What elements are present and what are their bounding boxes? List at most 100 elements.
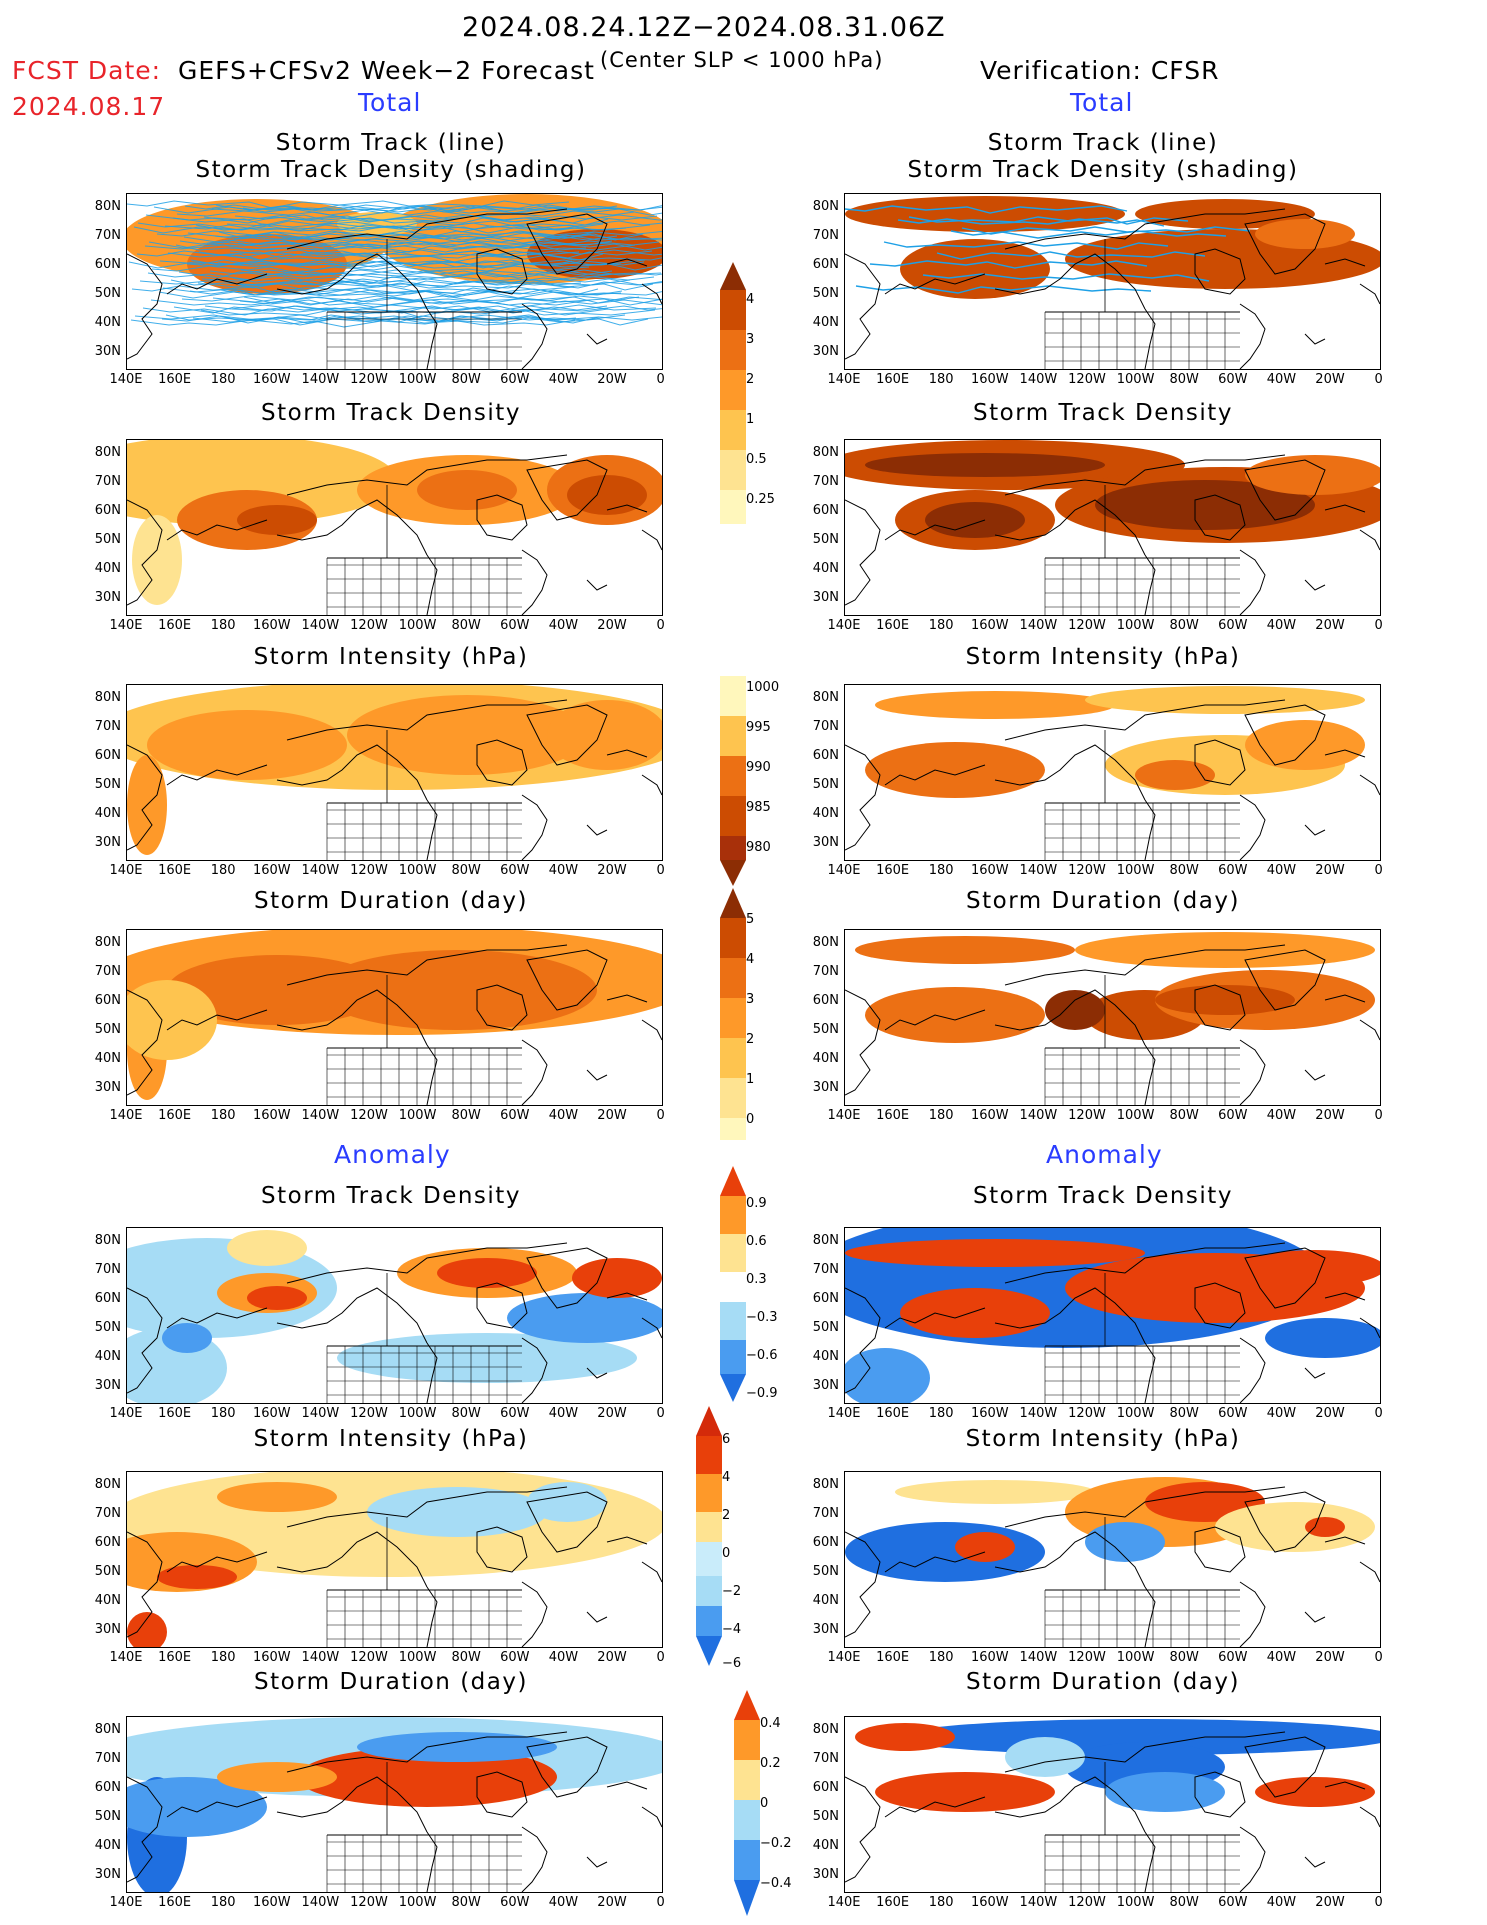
- map-intensity-verif: [844, 684, 1381, 861]
- lon-tick-label: 0: [1374, 1406, 1383, 1421]
- lat-tick-label: 30N: [94, 1080, 121, 1095]
- lon-tick-label: 120W: [1068, 1406, 1106, 1421]
- panel-title-duration-left: Storm Duration (day): [254, 888, 528, 914]
- cbar-label: −6: [722, 1656, 742, 1671]
- lon-tick-label: 40W: [548, 618, 579, 633]
- lon-tick-label: 140E: [109, 372, 143, 387]
- panel-title-anom-duration-right: Storm Duration (day): [966, 1669, 1240, 1695]
- lat-tick-label: 60N: [812, 1535, 839, 1550]
- lon-tick-label: 40W: [1266, 863, 1297, 878]
- shaded-region: [875, 691, 1115, 719]
- map-canvas: [845, 1477, 1380, 1647]
- lon-tick-label: 0: [656, 1895, 665, 1910]
- lon-tick-label: 140E: [827, 1650, 861, 1665]
- lon-tick-label: 180: [928, 1650, 954, 1665]
- shaded-region: [865, 453, 1105, 477]
- lon-tick-label: 40W: [1266, 372, 1297, 387]
- shaded-region: [900, 1288, 1050, 1338]
- lon-tick-label: 0: [1374, 372, 1383, 387]
- lat-tick-label: 50N: [94, 1564, 121, 1579]
- shaded-region: [1245, 455, 1380, 495]
- lon-tick-label: 80W: [451, 1650, 481, 1665]
- lat-tick-label: 30N: [812, 590, 839, 605]
- lon-tick-label: 160E: [158, 372, 192, 387]
- date-range-title: 2024.08.24.12Z−2024.08.31.06Z: [462, 12, 946, 43]
- lon-tick-label: 140W: [301, 618, 340, 633]
- lon-tick-label: 140W: [301, 372, 340, 387]
- cbar-label: 6: [722, 1432, 731, 1447]
- lon-tick-label: 80W: [451, 618, 481, 633]
- shaded-region: [157, 1565, 237, 1589]
- lat-tick-label: 70N: [94, 719, 121, 734]
- panel-title-track-line-left: Storm Track (line): [275, 130, 507, 156]
- lon-tick-label: 0: [1374, 863, 1383, 878]
- shaded-region: [132, 515, 182, 605]
- map-canvas: [127, 1230, 662, 1403]
- shaded-region: [1265, 1318, 1380, 1358]
- lat-tick-label: 30N: [812, 344, 839, 359]
- colorbar-density-anomaly: [720, 1166, 746, 1402]
- panel-title-anom-density-left: Storm Track Density: [261, 1183, 521, 1209]
- cbar-label: 2: [722, 1508, 731, 1523]
- panel-title-density-right: Storm Track Density: [973, 400, 1233, 426]
- cbar-label: 0: [760, 1796, 769, 1811]
- lon-tick-label: 160W: [970, 863, 1009, 878]
- lat-tick-label: 70N: [812, 964, 839, 979]
- lon-tick-label: 60W: [1218, 618, 1248, 633]
- lon-tick-label: 100W: [398, 863, 437, 878]
- shaded-region: [845, 1239, 1145, 1267]
- total-left-label: Total: [358, 88, 422, 117]
- lat-tick-label: 50N: [812, 777, 839, 792]
- shaded-region: [955, 1532, 1015, 1562]
- cbar-label: −0.6: [746, 1348, 778, 1363]
- shaded-region: [547, 700, 662, 770]
- lat-tick-label: 70N: [94, 1506, 121, 1521]
- lat-tick-label: 30N: [94, 835, 121, 850]
- lat-tick-label: 30N: [812, 1378, 839, 1393]
- lat-tick-label: 80N: [94, 935, 121, 950]
- lon-tick-label: 60W: [500, 1406, 530, 1421]
- lat-tick-label: 50N: [94, 777, 121, 792]
- lon-tick-label: 160W: [252, 618, 291, 633]
- shaded-region: [437, 1258, 537, 1288]
- lat-tick-label: 40N: [812, 1051, 839, 1066]
- map-canvas: [127, 930, 662, 1105]
- map-canvas: [845, 196, 1380, 369]
- lat-tick-label: 70N: [812, 1262, 839, 1277]
- cbar-label: 0.3: [746, 1272, 767, 1287]
- lon-tick-label: 100W: [398, 1895, 437, 1910]
- criterion-label: (Center SLP < 1000 hPa): [600, 48, 884, 72]
- lon-tick-label: 160E: [876, 1108, 910, 1123]
- lon-tick-label: 40W: [548, 1650, 579, 1665]
- lon-tick-label: 140W: [301, 1895, 340, 1910]
- lon-tick-label: 80W: [451, 1108, 481, 1123]
- cbar-label: 3: [746, 992, 755, 1007]
- lat-tick-label: 50N: [812, 1320, 839, 1335]
- lon-tick-label: 60W: [1218, 1895, 1248, 1910]
- lon-tick-label: 80W: [1169, 1108, 1199, 1123]
- lon-tick-label: 160W: [970, 1650, 1009, 1665]
- shaded-region: [1095, 480, 1315, 530]
- map-canvas: [845, 686, 1380, 860]
- lon-tick-label: 0: [656, 1108, 665, 1123]
- lat-tick-label: 50N: [812, 1564, 839, 1579]
- lat-tick-label: 40N: [812, 315, 839, 330]
- lon-tick-label: 60W: [500, 372, 530, 387]
- map-anom-density-forecast: [126, 1227, 663, 1404]
- panel-title-track-shading-right: Storm Track Density (shading): [907, 157, 1299, 183]
- lon-tick-label: 160E: [158, 1650, 192, 1665]
- shaded-region: [900, 239, 1050, 299]
- cbar-label: 1: [746, 412, 755, 427]
- lon-tick-label: 180: [928, 1895, 954, 1910]
- lat-tick-label: 50N: [812, 532, 839, 547]
- cbar-label: −0.9: [746, 1386, 778, 1401]
- colorbar-density-total: [720, 262, 746, 524]
- lon-tick-label: 0: [1374, 1650, 1383, 1665]
- map-duration-forecast: [126, 929, 663, 1106]
- lon-tick-label: 120W: [350, 1406, 388, 1421]
- lat-tick-label: 60N: [94, 503, 121, 518]
- shaded-region: [1135, 760, 1215, 790]
- lon-tick-label: 20W: [1315, 372, 1345, 387]
- lon-tick-label: 180: [210, 1895, 236, 1910]
- panel-title-density-left: Storm Track Density: [261, 400, 521, 426]
